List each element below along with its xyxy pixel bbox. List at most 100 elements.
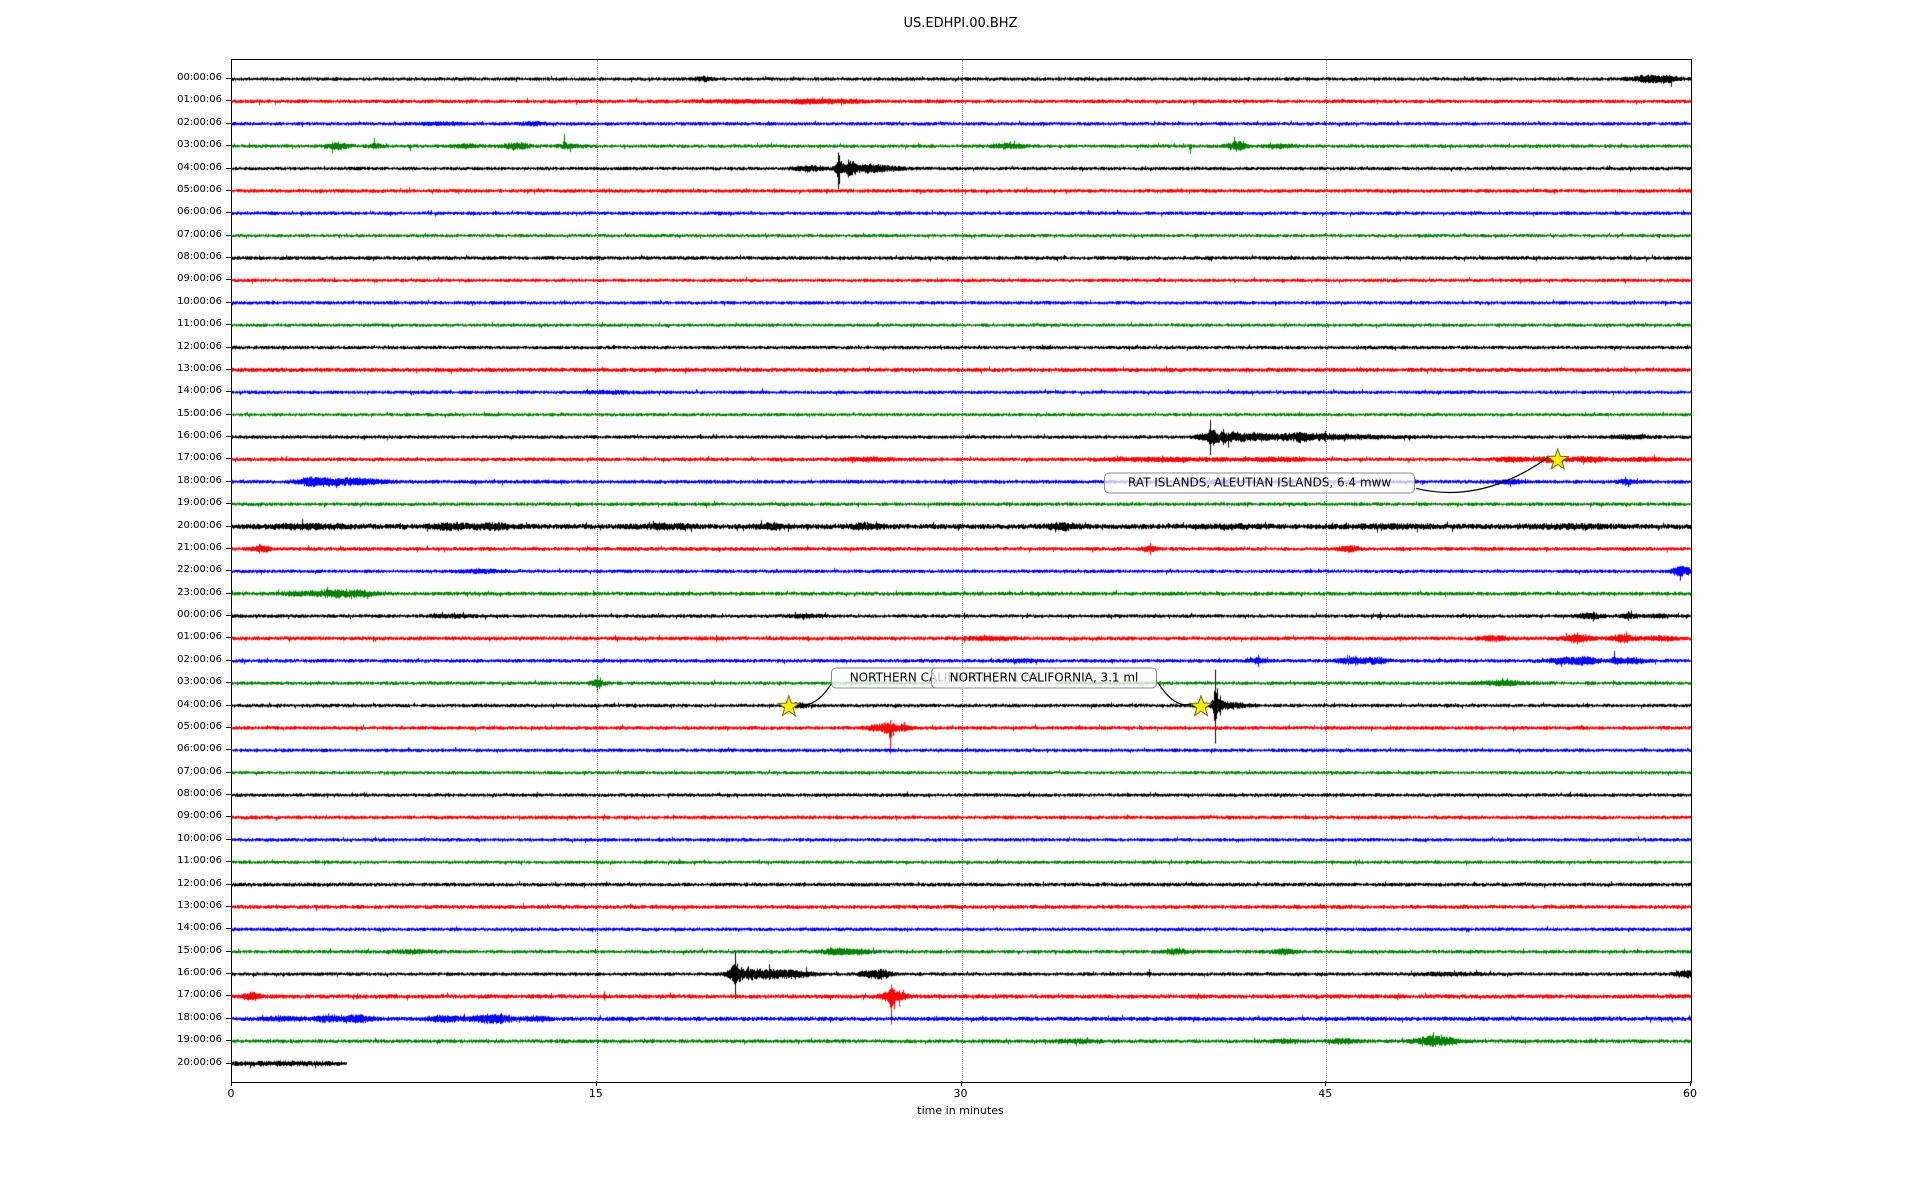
row-tick: [226, 950, 231, 952]
row-label: 11:00:06: [177, 855, 222, 867]
row-tick: [226, 1040, 231, 1042]
x-tick-label: 45: [1318, 1087, 1333, 1100]
row-label: 19:00:06: [177, 1034, 222, 1046]
row-tick: [226, 592, 231, 594]
row-tick: [226, 212, 231, 214]
row-tick: [226, 234, 231, 236]
row-tick: [226, 995, 231, 997]
row-tick: [226, 189, 231, 191]
chart-title: US.EDHPI.00.BHZ: [903, 16, 1018, 31]
row-label: 04:00:06: [177, 698, 222, 710]
row-label: 01:00:06: [177, 631, 222, 643]
row-label: 07:00:06: [177, 765, 222, 777]
row-tick: [226, 973, 231, 975]
x-tick: [960, 1081, 962, 1086]
row-tick: [226, 659, 231, 661]
x-tick: [1690, 1081, 1691, 1086]
row-label: 21:00:06: [177, 541, 222, 553]
row-tick: [226, 794, 231, 796]
row-label: 18:00:06: [177, 1011, 222, 1023]
row-label: 14:00:06: [177, 922, 222, 934]
row-tick: [226, 167, 231, 169]
row-label: 15:00:06: [177, 944, 222, 956]
row-tick: [226, 883, 231, 885]
x-tick-label: 30: [953, 1087, 968, 1100]
row-label: 22:00:06: [177, 564, 222, 576]
row-label: 03:00:06: [177, 139, 222, 151]
row-tick: [226, 1017, 231, 1019]
row-label: 08:00:06: [177, 251, 222, 263]
row-label: 10:00:06: [177, 832, 222, 844]
row-label: 04:00:06: [177, 161, 222, 173]
row-tick: [226, 391, 231, 393]
row-tick: [226, 324, 231, 326]
row-label: 20:00:06: [177, 519, 222, 531]
x-tick-label: 60: [1683, 1087, 1697, 1100]
row-label: 15:00:06: [177, 407, 222, 419]
row-label: 10:00:06: [177, 295, 222, 307]
row-label: 13:00:06: [177, 899, 222, 911]
row-tick: [226, 413, 231, 415]
row-tick: [226, 905, 231, 907]
row-label: 14:00:06: [177, 385, 222, 397]
x-axis-label: time in minutes: [917, 1104, 1004, 1117]
x-tick: [595, 1081, 597, 1086]
row-label: 00:00:06: [177, 609, 222, 621]
x-tick-label: 0: [227, 1087, 235, 1100]
row-tick: [226, 257, 231, 259]
annotation-box: NORTHERN CALIFORNIA, 3.1 ml: [931, 667, 1157, 689]
row-tick: [226, 78, 231, 79]
row-label: 23:00:06: [177, 586, 222, 598]
row-label: 17:00:06: [177, 452, 222, 464]
row-tick: [226, 816, 231, 818]
annotation-box: RAT ISLANDS, ALEUTIAN ISLANDS, 6.4 mww: [1103, 472, 1416, 494]
row-label: 19:00:06: [177, 497, 222, 509]
row-label: 17:00:06: [177, 989, 222, 1001]
row-label: 09:00:06: [177, 273, 222, 285]
row-tick: [226, 346, 231, 348]
row-tick: [226, 301, 231, 303]
row-label: 20:00:06: [177, 1056, 222, 1068]
row-tick: [226, 615, 231, 617]
row-tick: [226, 771, 231, 773]
row-label: 12:00:06: [177, 340, 222, 352]
row-tick: [226, 547, 231, 549]
row-tick: [226, 368, 231, 370]
row-tick: [226, 704, 231, 706]
row-tick: [226, 726, 231, 728]
row-tick: [226, 436, 231, 438]
row-label: 12:00:06: [177, 877, 222, 889]
row-label: 18:00:06: [177, 474, 222, 486]
row-tick: [226, 570, 231, 572]
row-label: 11:00:06: [177, 318, 222, 330]
row-tick: [226, 682, 231, 684]
row-label: 03:00:06: [177, 676, 222, 688]
row-label: 06:00:06: [177, 743, 222, 755]
row-label: 07:00:06: [177, 228, 222, 240]
row-tick: [226, 503, 231, 505]
row-label: 09:00:06: [177, 810, 222, 822]
row-tick: [226, 480, 231, 482]
row-label: 05:00:06: [177, 183, 222, 195]
row-tick: [226, 458, 231, 460]
row-tick: [226, 749, 231, 751]
row-tick: [226, 279, 231, 281]
row-tick: [226, 122, 231, 124]
x-tick: [231, 1081, 232, 1086]
row-tick: [226, 100, 231, 102]
row-tick: [226, 861, 231, 863]
row-label: 16:00:06: [177, 430, 222, 442]
trace-canvas: [232, 60, 1691, 1082]
x-tick-label: 15: [588, 1087, 603, 1100]
row-label: 08:00:06: [177, 788, 222, 800]
row-tick: [226, 838, 231, 840]
row-label: 00:00:06: [177, 72, 222, 83]
row-label: 02:00:06: [177, 116, 222, 128]
row-label: 01:00:06: [177, 94, 222, 106]
x-tick: [1325, 1081, 1327, 1086]
plot-area: [231, 59, 1692, 1083]
row-tick: [226, 145, 231, 147]
row-tick: [226, 1062, 231, 1064]
row-tick: [226, 637, 231, 639]
